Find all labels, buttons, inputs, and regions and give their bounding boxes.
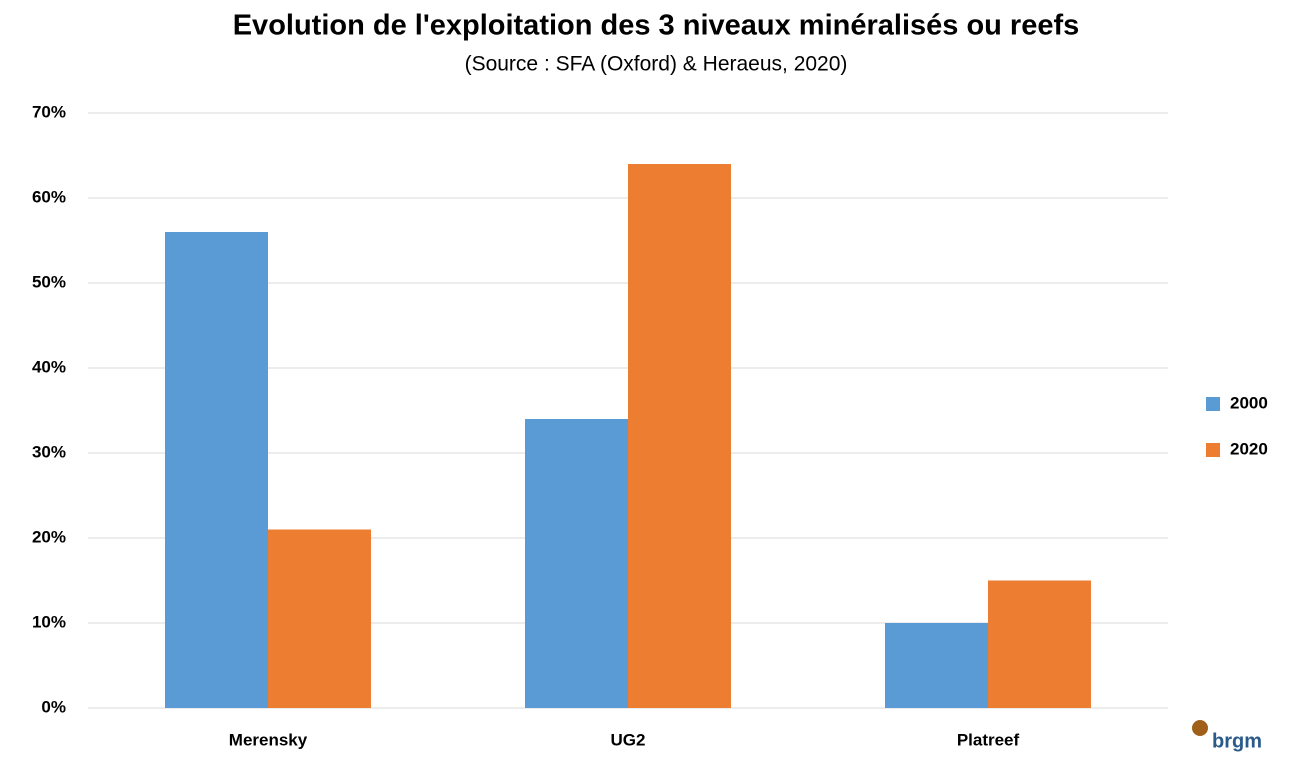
x-tick-label: Platreef	[957, 730, 1020, 749]
legend-swatch	[1206, 443, 1220, 457]
y-tick-label: 70%	[32, 102, 66, 121]
y-tick-label: 20%	[32, 527, 66, 546]
logo: brgm	[1212, 730, 1262, 752]
x-tick-label: Merensky	[229, 730, 308, 749]
x-tick-label: UG2	[611, 730, 646, 749]
bar	[628, 164, 731, 708]
y-tick-label: 10%	[32, 612, 66, 631]
bar	[165, 232, 268, 708]
bar	[988, 580, 1091, 708]
logo-icon	[1192, 720, 1208, 736]
y-tick-label: 60%	[32, 187, 66, 206]
y-tick-label: 0%	[41, 697, 66, 716]
y-tick-label: 50%	[32, 272, 66, 291]
legend-swatch	[1206, 397, 1220, 411]
legend-label: 2020	[1230, 439, 1268, 458]
chart-subtitle: (Source : SFA (Oxford) & Heraeus, 2020)	[465, 53, 848, 76]
y-tick-label: 40%	[32, 357, 66, 376]
bar	[885, 623, 988, 708]
chart-title: Evolution de l'exploitation des 3 niveau…	[233, 10, 1080, 42]
legend-label: 2000	[1230, 393, 1268, 412]
bar	[525, 419, 628, 708]
y-tick-label: 30%	[32, 442, 66, 461]
bar	[268, 529, 371, 708]
